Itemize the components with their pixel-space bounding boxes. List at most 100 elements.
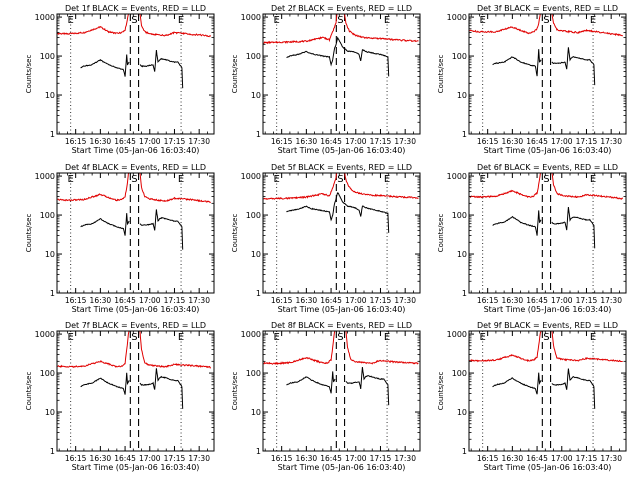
y-axis-label: Counts/sec	[231, 214, 239, 253]
x-tick-label: 16:15	[65, 296, 87, 305]
marker-letter: S	[337, 15, 343, 26]
lld-series-line	[551, 173, 624, 200]
x-tick-label: 16:15	[65, 454, 87, 463]
y-tick-label: 10	[45, 91, 55, 100]
x-tick-label: 17:15	[370, 454, 392, 463]
x-tick-label: 16:15	[65, 137, 87, 146]
marker-letter: E	[590, 332, 596, 343]
marker-letter: E	[274, 332, 280, 343]
y-tick-label: 10	[251, 91, 261, 100]
x-axis-label: Start Time (05-Jan-06 16:03:40)	[278, 305, 406, 314]
marker-letter: E	[68, 174, 74, 185]
x-tick-label: 16:45	[114, 137, 136, 146]
chart-panel: Det 6f BLACK = Events, RED = LLD E S E 1 10 10…	[437, 163, 627, 314]
x-tick-label: 16:30	[90, 454, 112, 463]
x-axis-label: Start Time (05-Jan-06 16:03:40)	[484, 305, 612, 314]
y-tick-label: 1000	[447, 172, 467, 181]
x-tick-label: 16:30	[90, 137, 112, 146]
events-series-line	[80, 213, 130, 236]
y-tick-label: 100	[40, 369, 55, 378]
events-series-line	[286, 192, 390, 233]
y-tick-label: 1	[50, 447, 55, 456]
y-axis-label: Counts/sec	[25, 55, 33, 94]
marker-letter: E	[178, 174, 184, 185]
y-tick-label: 10	[251, 408, 261, 417]
x-tick-label: 17:15	[370, 137, 392, 146]
chart-panel: Det 1f BLACK = Events, RED = LLD E S E 1 10 10…	[25, 4, 215, 155]
y-tick-label: 10	[251, 250, 261, 259]
chart-title: Det 2f BLACK = Events, RED = LLD	[271, 4, 412, 13]
y-axis-label: Counts/sec	[437, 372, 445, 411]
events-series-line	[551, 207, 596, 249]
plot-frame	[262, 172, 421, 294]
y-tick-label: 100	[246, 211, 261, 220]
x-tick-label: 17:15	[164, 137, 186, 146]
x-tick-label: 17:15	[370, 296, 392, 305]
x-tick-label: 16:15	[271, 454, 293, 463]
y-axis-label: Counts/sec	[25, 214, 33, 253]
y-tick-label: 1	[50, 289, 55, 298]
x-tick-label: 16:45	[320, 137, 342, 146]
y-axis-label: Counts/sec	[437, 214, 445, 253]
y-tick-label: 10	[45, 250, 55, 259]
x-tick-label: 16:15	[271, 296, 293, 305]
x-tick-label: 16:30	[502, 137, 524, 146]
x-tick-label: 17:30	[394, 454, 416, 463]
chart-title: Det 8f BLACK = Events, RED = LLD	[271, 321, 412, 330]
x-axis-label: Start Time (05-Jan-06 16:03:40)	[72, 146, 200, 155]
x-tick-label: 17:15	[164, 296, 186, 305]
y-tick-label: 10	[457, 250, 467, 259]
x-tick-label: 17:00	[551, 454, 573, 463]
lld-series-line	[57, 14, 130, 36]
marker-letter: E	[178, 332, 184, 343]
x-tick-label: 17:30	[188, 296, 210, 305]
marker-letter: S	[543, 332, 549, 343]
x-tick-label: 16:45	[526, 454, 548, 463]
chart-panel: Det 8f BLACK = Events, RED = LLD E S E 1 10 10…	[231, 321, 421, 472]
events-series-line	[492, 372, 542, 395]
marker-letter: S	[131, 15, 137, 26]
events-series-line	[492, 49, 542, 77]
lld-series-line	[57, 173, 130, 202]
lld-series-line	[263, 173, 419, 200]
lld-series-line	[345, 331, 419, 365]
chart-panel: Det 3f BLACK = Events, RED = LLD E S E 1 10 10…	[437, 4, 627, 155]
chart-title: Det 6f BLACK = Events, RED = LLD	[477, 163, 618, 172]
y-tick-label: 1000	[35, 13, 55, 22]
x-tick-label: 17:00	[139, 454, 161, 463]
x-tick-label: 16:45	[320, 454, 342, 463]
chart-title: Det 9f BLACK = Events, RED = LLD	[477, 321, 618, 330]
lld-series-line	[139, 173, 211, 203]
marker-letter: E	[274, 174, 280, 185]
plot-frame	[468, 330, 627, 452]
y-tick-label: 1000	[447, 13, 467, 22]
x-tick-label: 16:45	[320, 296, 342, 305]
y-tick-label: 1	[256, 289, 261, 298]
marker-letter: E	[68, 15, 74, 26]
marker-letter: S	[337, 332, 343, 343]
x-axis-label: Start Time (05-Jan-06 16:03:40)	[278, 463, 406, 472]
x-tick-label: 16:30	[296, 454, 318, 463]
x-tick-label: 17:30	[394, 137, 416, 146]
y-tick-label: 100	[452, 211, 467, 220]
x-tick-label: 16:45	[114, 454, 136, 463]
y-axis-label: Counts/sec	[25, 372, 33, 411]
marker-letter: E	[384, 15, 390, 26]
x-tick-label: 17:00	[345, 137, 367, 146]
lld-series-line	[263, 331, 336, 366]
marker-letter: E	[274, 15, 280, 26]
y-tick-label: 10	[457, 408, 467, 417]
plot-frame	[468, 13, 627, 135]
y-tick-label: 1	[50, 130, 55, 139]
marker-letter: E	[384, 174, 390, 185]
lld-series-line	[551, 14, 624, 37]
plot-frame	[56, 13, 215, 135]
y-tick-label: 1	[462, 289, 467, 298]
x-axis-label: Start Time (05-Jan-06 16:03:40)	[484, 146, 612, 155]
lld-series-line	[469, 173, 542, 199]
events-series-line	[80, 54, 130, 77]
chart-panel: Det 9f BLACK = Events, RED = LLD E S E 1 10 10…	[437, 321, 627, 472]
marker-letter: S	[131, 332, 137, 343]
x-tick-label: 16:15	[477, 137, 499, 146]
y-tick-label: 1000	[241, 330, 261, 339]
